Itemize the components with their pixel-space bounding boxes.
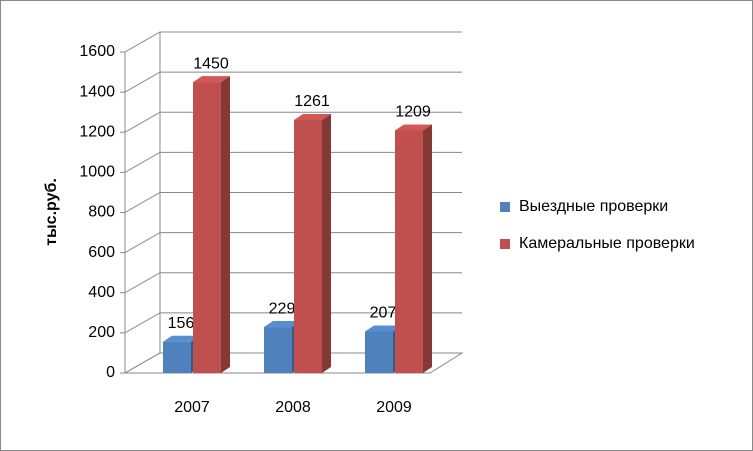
grid-line: [124, 272, 462, 294]
y-tick-label: 0: [106, 364, 115, 381]
grid-line: [124, 232, 462, 254]
bar: [395, 130, 423, 373]
grid-line: [124, 31, 462, 53]
bar-side: [322, 114, 331, 373]
grid-line: [124, 111, 462, 133]
data-label: 156: [168, 315, 195, 332]
bar: [264, 327, 292, 373]
y-tick-label: 600: [88, 244, 115, 261]
y-tick-label: 1000: [79, 164, 115, 181]
grid-line: [124, 151, 462, 173]
legend-label: Камеральные проверки: [519, 235, 695, 252]
y-tick-label: 1200: [79, 123, 115, 140]
x-tick-label: 2009: [376, 399, 412, 416]
x-tick-label: 2007: [174, 399, 210, 416]
bar: [365, 331, 393, 373]
legend-label: Выездные проверки: [519, 198, 668, 215]
x-tick-label: 2008: [275, 399, 311, 416]
y-tick-label: 400: [88, 284, 115, 301]
grid-line: [124, 352, 462, 374]
data-label: 1450: [193, 55, 229, 72]
data-label: 207: [370, 305, 397, 322]
legend-swatch: [500, 202, 510, 212]
data-label: 1261: [294, 93, 330, 110]
y-tick-label: 1600: [79, 43, 115, 60]
y-axis-label: тыс.руб.: [43, 178, 60, 246]
data-label: 1209: [395, 104, 431, 121]
bar-top: [365, 325, 402, 332]
grid-line: [124, 312, 462, 334]
bar: [294, 120, 322, 373]
bar: [193, 82, 221, 373]
bar-side: [221, 76, 230, 373]
bar-side: [423, 124, 432, 374]
bar-top: [193, 76, 230, 83]
y-tick-label: 200: [88, 324, 115, 341]
y-tick-label: 800: [88, 204, 115, 221]
y-tick-label: 1400: [79, 83, 115, 100]
bar-top: [294, 114, 331, 121]
data-label: 229: [269, 300, 296, 317]
bar-top: [264, 321, 301, 328]
grid-line: [124, 71, 462, 93]
bar: [163, 341, 191, 373]
bar-top: [395, 124, 432, 131]
legend-swatch: [500, 239, 510, 249]
grid-line: [124, 192, 462, 213]
bar-top: [163, 335, 200, 342]
